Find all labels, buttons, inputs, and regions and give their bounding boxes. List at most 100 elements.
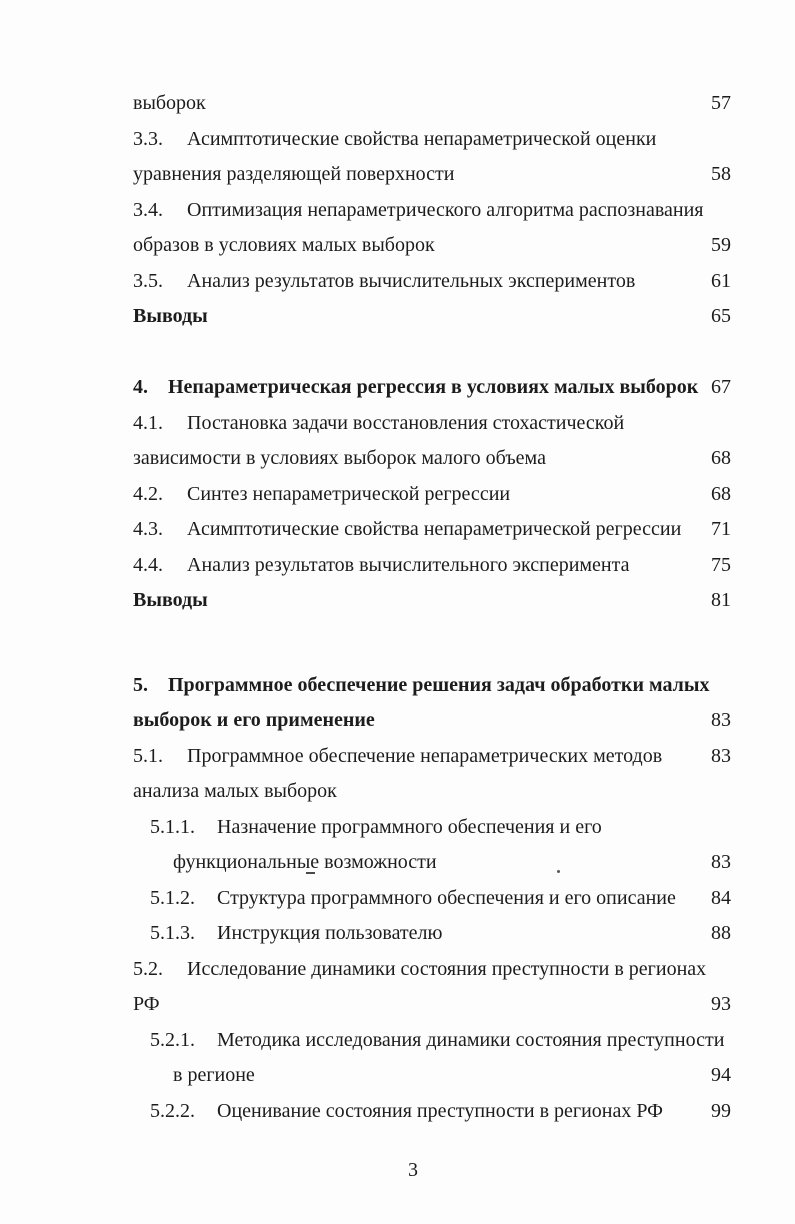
toc-entry-number: 5. xyxy=(133,673,148,696)
toc-entry-title: Назначение программного обеспечения и ег… xyxy=(217,815,602,838)
toc-entry-number: 3.3. xyxy=(133,127,163,150)
toc-entry-title: образов в условиях малых выборок xyxy=(133,234,435,256)
toc-entry: 5.2. Исследование динамики состояния пре… xyxy=(133,952,737,988)
toc-entry: выборок 57 xyxy=(133,86,737,122)
toc-entry: 5.2.2. Оценивание состояния преступности… xyxy=(133,1094,737,1130)
toc-entry-title: Структура программного обеспечения и его… xyxy=(217,886,676,909)
toc-entry-page: 75 xyxy=(711,553,731,576)
toc-entry-title: Инструкция пользователю xyxy=(217,922,443,944)
toc-entry-number: 5.2.2. xyxy=(150,1099,195,1122)
toc-entry-title: Исследование динамики состояния преступн… xyxy=(187,957,707,980)
toc-entry-page: 88 xyxy=(711,922,731,944)
toc-entry: 5.1.1. Назначение программного обеспечен… xyxy=(133,810,737,846)
toc-entry-title: уравнения разделяющей поверхности xyxy=(133,163,455,185)
toc-entry-title: Постановка задачи восстановления стохаст… xyxy=(187,411,625,434)
toc-entry: 4.3. Асимптотические свойства непараметр… xyxy=(133,512,737,548)
toc-entry-page xyxy=(709,122,737,158)
toc-entry-page: 68 xyxy=(711,482,731,505)
toc-entry-page xyxy=(709,406,737,442)
toc-entry-number: 5.1.2. xyxy=(150,886,195,909)
toc-entry-title: Программное обеспечение решения задач об… xyxy=(168,673,710,696)
toc-chapter-heading-continuation: выборок и его применение 83 xyxy=(133,703,737,739)
toc-entry-page: 99 xyxy=(711,1099,731,1122)
toc-entry-title: Анализ результатов вычислительного экспе… xyxy=(187,553,630,576)
toc-entry-title: Выводы xyxy=(133,305,208,327)
toc-entry-number: 5.2. xyxy=(133,957,163,980)
toc-entry: зависимости в условиях выборок малого об… xyxy=(133,441,737,477)
toc-entry-page: 94 xyxy=(711,1064,731,1086)
toc-entry: 5.1. Программное обеспечение непараметри… xyxy=(133,739,737,775)
toc-entry-title: Методика исследования динамики состояния… xyxy=(217,1028,725,1051)
toc-entry-conclusions: Выводы 81 xyxy=(133,583,737,619)
toc-entry-number: 4. xyxy=(133,376,148,398)
toc-entry-number: 5.1.1. xyxy=(150,815,195,838)
toc-entry-page: 93 xyxy=(711,993,731,1015)
toc-entry-page: 84 xyxy=(711,886,731,909)
toc-entry-page xyxy=(709,952,737,988)
toc-entry: в регионе 94 xyxy=(133,1058,737,1094)
toc-entry-title: РФ xyxy=(133,993,160,1015)
toc-entry-title: функциональные возможности xyxy=(173,851,437,873)
toc-entry-title: Непараметрическая регрессия в условиях м… xyxy=(168,376,699,398)
scan-artifact-dot xyxy=(557,870,560,873)
toc-entry-title: анализа малых выборок xyxy=(133,780,337,802)
toc-entry-page xyxy=(709,668,737,704)
toc-entry: 3.3. Асимптотические свойства непараметр… xyxy=(133,122,737,158)
toc-entry-title: Синтез непараметрической регрессии xyxy=(187,482,511,505)
toc-entry-title: Выводы xyxy=(133,589,208,611)
scan-artifact-underscore xyxy=(306,872,315,874)
toc-entry-title: Оптимизация непараметрического алгоритма… xyxy=(187,198,704,221)
toc-entry: РФ 93 xyxy=(133,987,737,1023)
toc-entry-number: 4.3. xyxy=(133,518,163,540)
toc-entry-title: выборок xyxy=(133,92,206,114)
toc-entry-title: Оценивание состояния преступности в реги… xyxy=(217,1099,663,1122)
toc-entry-page xyxy=(709,810,737,846)
toc-entry-page: 83 xyxy=(711,744,731,767)
toc-entry-number: 5.1.3. xyxy=(150,922,195,944)
toc-entry-page: 81 xyxy=(711,589,731,611)
toc-chapter-heading: 4. Непараметрическая регрессия в условия… xyxy=(133,370,737,406)
toc-entry: 5.1.3. Инструкция пользователю 88 xyxy=(133,916,737,952)
toc-entry-number: 3.4. xyxy=(133,198,163,221)
toc-entry-number: 4.2. xyxy=(133,482,163,505)
toc-entry-page: 57 xyxy=(711,92,731,114)
toc-entry-page: 83 xyxy=(711,851,731,873)
toc-entry-title: выборок и его применение xyxy=(133,709,375,731)
toc-entry-page xyxy=(709,193,737,229)
toc-entry-page: 58 xyxy=(711,163,731,185)
toc-entry: 3.4. Оптимизация непараметрического алго… xyxy=(133,193,737,229)
toc-entry-title: Программное обеспечение непараметрически… xyxy=(187,744,663,767)
toc-entry-number: 5.1. xyxy=(133,744,163,767)
toc-entry: 4.1. Постановка задачи восстановления ст… xyxy=(133,406,737,442)
toc-entry: анализа малых выборок xyxy=(133,774,737,810)
toc-entry-conclusions: Выводы 65 xyxy=(133,299,737,335)
toc-entry-number: 3.5. xyxy=(133,269,163,292)
toc-entry-title: зависимости в условиях выборок малого об… xyxy=(133,447,546,469)
toc-entry-page: 71 xyxy=(711,518,731,540)
toc-entry: 4.4. Анализ результатов вычислительного … xyxy=(133,548,737,584)
toc-entry-page: 67 xyxy=(711,376,731,398)
toc-entry-title: Асимптотические свойства непараметрическ… xyxy=(187,518,682,540)
toc-entry: функциональные возможности 83 xyxy=(133,845,737,881)
toc-entry: образов в условиях малых выборок 59 xyxy=(133,228,737,264)
toc-entry: 5.1.2. Структура программного обеспечени… xyxy=(133,881,737,917)
toc-entry-page xyxy=(724,1023,752,1059)
toc-entry-title: в регионе xyxy=(173,1064,255,1086)
toc-entry-title: Анализ результатов вычислительных экспер… xyxy=(187,269,636,292)
toc-entry-page: 59 xyxy=(711,234,731,256)
toc-entry-page: 68 xyxy=(711,447,731,469)
toc-entry: 3.5. Анализ результатов вычислительных э… xyxy=(133,264,737,300)
toc-entry-number: 5.2.1. xyxy=(150,1028,195,1051)
toc-chapter-heading: 5. Программное обеспечение решения задач… xyxy=(133,668,737,704)
toc-entry-number: 4.4. xyxy=(133,553,163,576)
page-number: 3 xyxy=(408,1159,418,1181)
toc-entry-number: 4.1. xyxy=(133,411,163,434)
toc-entry: 5.2.1. Методика исследования динамики со… xyxy=(133,1023,737,1059)
toc-entry-page: 83 xyxy=(711,709,731,731)
table-of-contents: выборок 57 3.3. Асимптотические свойства… xyxy=(133,86,737,1129)
toc-entry: уравнения разделяющей поверхности 58 xyxy=(133,157,737,193)
toc-entry-page xyxy=(709,774,737,810)
toc-entry-title: Асимптотические свойства непараметрическ… xyxy=(187,127,657,150)
toc-entry: 4.2. Синтез непараметрической регрессии … xyxy=(133,477,737,513)
